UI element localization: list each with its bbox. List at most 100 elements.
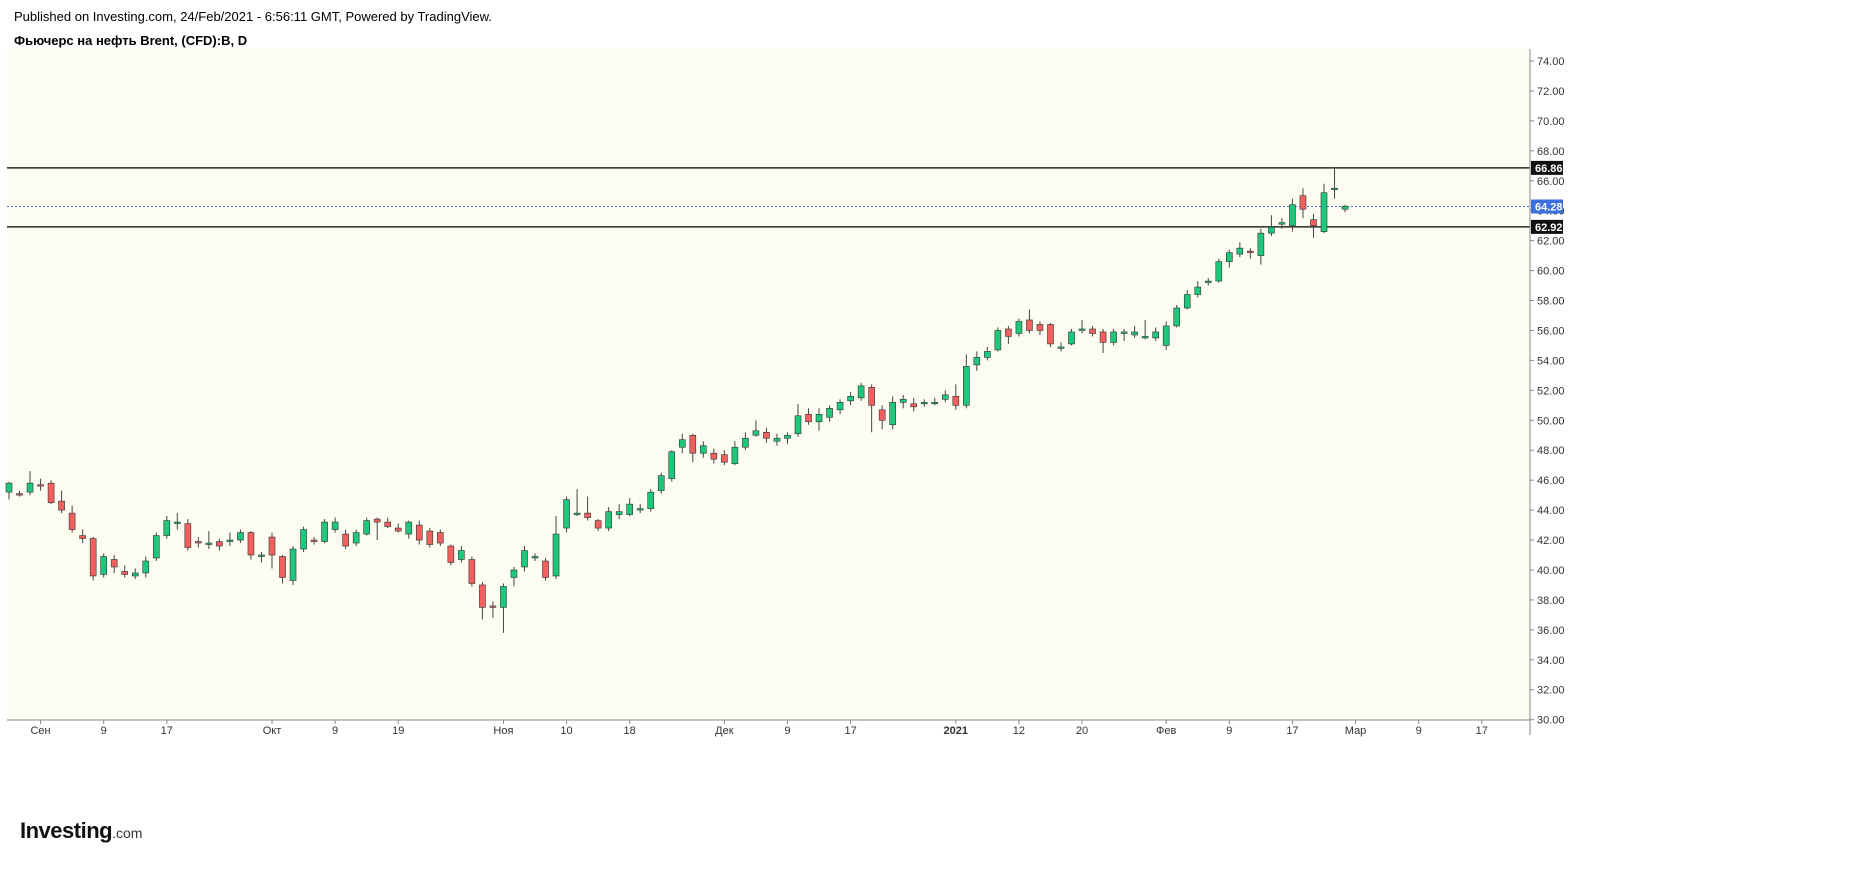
candle-body <box>563 499 570 529</box>
chart-symbol-title: Фьючерс на нефть Brent, (CFD):B, D <box>14 33 248 48</box>
x-tick-label: Мар <box>1345 725 1367 737</box>
candle-body <box>216 541 223 547</box>
candle-body <box>310 539 318 542</box>
candle-body <box>373 518 381 523</box>
x-tick-label: 12 <box>1013 725 1025 737</box>
candle-body <box>826 408 833 418</box>
candle-body <box>847 396 854 402</box>
candle-body <box>742 437 749 448</box>
candle-body <box>415 524 423 541</box>
candle-body <box>1268 226 1275 234</box>
y-tick-label: 48.00 <box>1537 445 1565 457</box>
candle-body <box>437 532 444 544</box>
candle-body <box>352 532 360 544</box>
candle-body <box>16 493 23 496</box>
x-tick-label: Сен <box>30 725 50 737</box>
x-tick-label: Дек <box>715 725 734 737</box>
candle-body <box>405 521 413 535</box>
candle-body <box>952 396 960 406</box>
x-tick-label: 18 <box>624 725 636 737</box>
candle-body <box>963 366 970 406</box>
candle-body <box>1047 324 1054 345</box>
level-price-tag <box>1531 160 1563 175</box>
candle-body <box>1162 325 1170 346</box>
x-tick-label: 20 <box>1076 725 1088 737</box>
x-tick-label: 9 <box>101 725 107 737</box>
candle-body <box>26 482 34 493</box>
candle-body <box>258 554 265 557</box>
y-tick-label: 74.00 <box>1537 56 1565 68</box>
time-axis[interactable]: Сен 9 17 Окт 9 19 Ноя 10 18 Дек 9 17 2021 12 20 Фев 9 17 М… <box>30 720 1488 737</box>
candle-body <box>605 511 612 529</box>
candle-body <box>68 512 76 530</box>
candle-body <box>489 605 497 608</box>
candle-body <box>110 559 118 568</box>
candle-body <box>721 454 728 463</box>
y-tick-label: 52.00 <box>1537 385 1565 397</box>
candle-body <box>594 520 602 529</box>
y-tick-label: 58.00 <box>1537 296 1565 308</box>
candle-body <box>47 482 55 503</box>
candle-body <box>615 511 623 515</box>
candle-body <box>1068 331 1075 345</box>
candle-body <box>1183 294 1191 309</box>
candle-body <box>342 533 349 547</box>
y-tick-label: 44.00 <box>1537 505 1565 517</box>
candle-body <box>195 541 202 544</box>
candle-body <box>1236 247 1244 255</box>
x-tick-label: Окт <box>263 725 282 737</box>
candle-body <box>657 475 665 491</box>
candle-body <box>1173 307 1181 327</box>
candle-body <box>1204 280 1212 283</box>
candle-body <box>984 351 991 358</box>
candle-body <box>384 521 392 527</box>
candle-body <box>1257 232 1265 256</box>
candle-body <box>237 532 244 541</box>
candle-body <box>37 484 44 487</box>
candle-body <box>678 439 686 448</box>
candle-body <box>1331 187 1338 191</box>
candle-body <box>1141 336 1149 339</box>
candle-body <box>163 520 171 536</box>
candle-body <box>700 445 707 454</box>
candles <box>5 167 1349 633</box>
candle-body <box>1152 331 1159 339</box>
candle-body <box>1089 328 1096 334</box>
x-tick-label: 2021 <box>944 725 968 737</box>
candle-body <box>531 556 539 559</box>
candle-body <box>226 539 234 542</box>
candle-body <box>773 437 781 442</box>
investing-logo[interactable]: Investing.com <box>20 818 142 844</box>
y-tick-label: 40.00 <box>1537 565 1565 577</box>
candle-body <box>1289 204 1296 226</box>
y-tick-label: 30.00 <box>1537 715 1565 727</box>
candle-body <box>268 536 276 556</box>
candle-body <box>626 503 633 515</box>
plot-background <box>7 49 1530 720</box>
y-tick-label: 38.00 <box>1537 595 1565 607</box>
candle-body <box>331 521 339 530</box>
candle-body <box>521 550 528 568</box>
candle-body <box>1026 319 1033 331</box>
x-tick-label: 9 <box>1416 725 1422 737</box>
y-tick-label: 56.00 <box>1537 325 1565 337</box>
candle-body <box>58 500 65 511</box>
candle-body <box>857 385 865 399</box>
candle-body <box>899 399 907 403</box>
last-price-tag-label: 64.28 <box>1535 202 1563 214</box>
price-axis[interactable]: 74.0072.0070.0068.0066.0064.0062.0060.00… <box>1530 56 1565 727</box>
candle-body <box>89 538 97 577</box>
y-tick-label: 32.00 <box>1537 685 1565 697</box>
candle-body <box>636 508 644 511</box>
candle-body <box>1194 286 1202 295</box>
x-tick-label: 10 <box>560 725 572 737</box>
x-tick-label: 9 <box>1226 725 1232 737</box>
x-tick-label: 17 <box>1476 725 1488 737</box>
candle-body <box>1320 192 1328 232</box>
candle-body <box>510 569 518 578</box>
candle-body <box>878 409 886 421</box>
candle-body <box>1057 346 1065 349</box>
y-tick-label: 72.00 <box>1537 86 1565 98</box>
candle-body <box>426 530 434 545</box>
